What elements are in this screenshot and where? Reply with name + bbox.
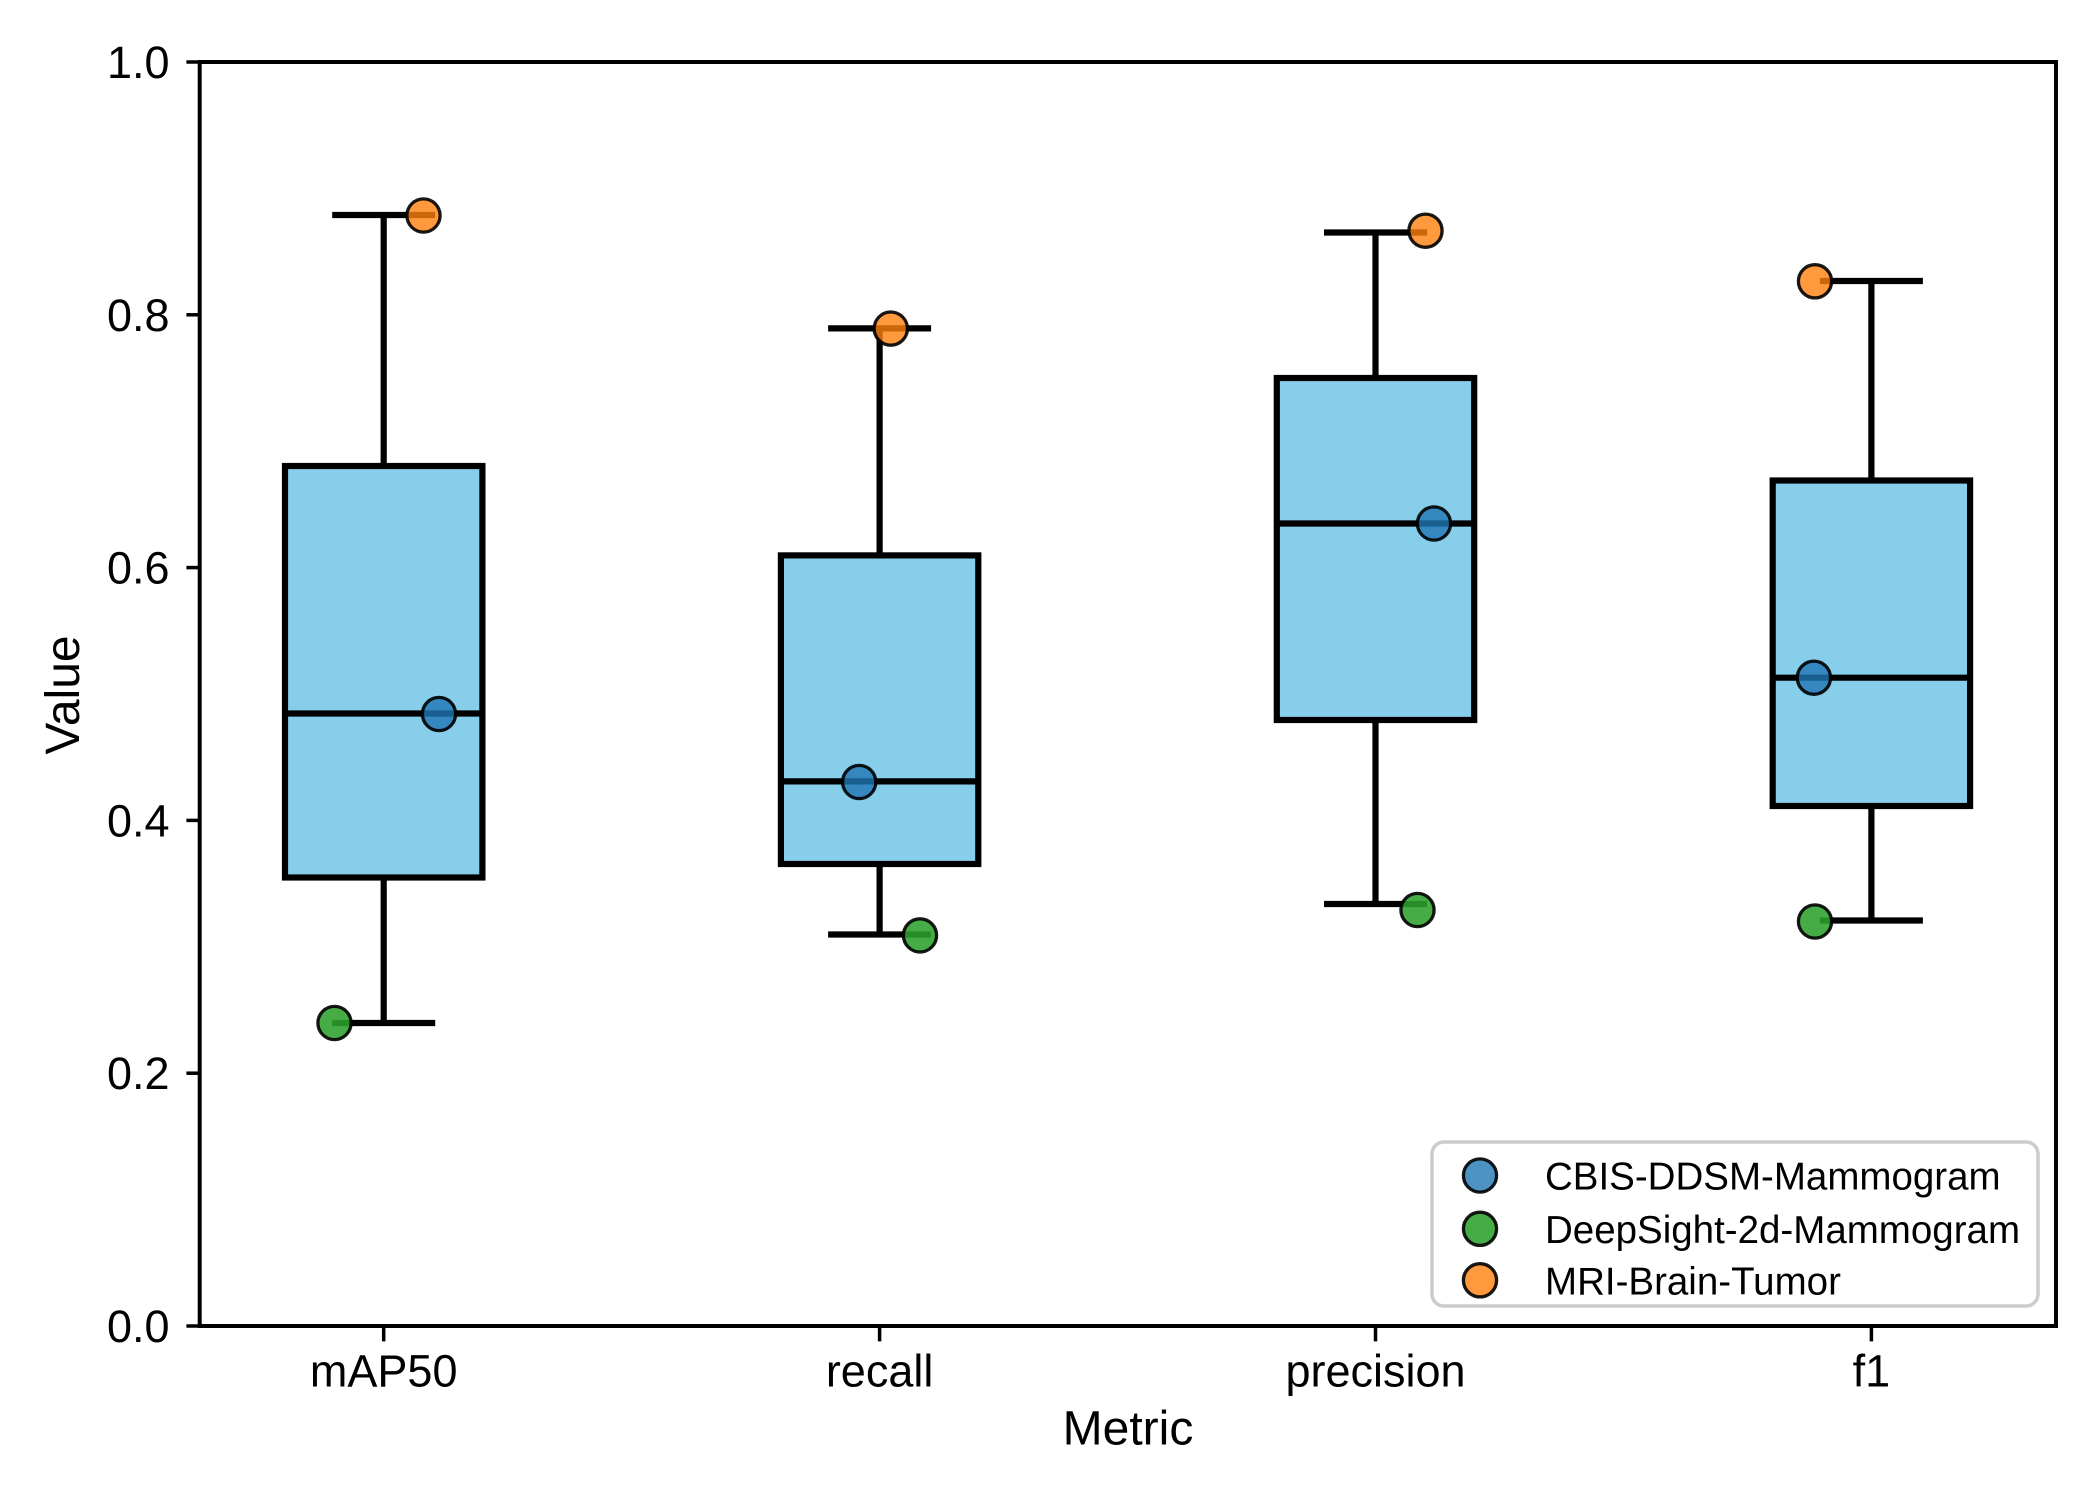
svg-text:precision: precision (1285, 1346, 1465, 1397)
svg-text:recall: recall (826, 1346, 934, 1397)
svg-text:CBIS-DDSM-Mammogram: CBIS-DDSM-Mammogram (1545, 1156, 2001, 1199)
svg-text:MRI-Brain-Tumor: MRI-Brain-Tumor (1545, 1260, 1841, 1303)
svg-text:0.4: 0.4 (107, 795, 170, 846)
svg-text:mAP50: mAP50 (310, 1346, 458, 1397)
svg-text:0.2: 0.2 (107, 1048, 170, 1099)
svg-text:1.0: 1.0 (107, 37, 170, 88)
svg-text:0.0: 0.0 (107, 1301, 170, 1352)
svg-text:0.8: 0.8 (107, 290, 170, 341)
svg-text:Metric: Metric (1063, 1403, 1194, 1456)
svg-text:0.6: 0.6 (107, 543, 170, 594)
svg-text:f1: f1 (1853, 1346, 1891, 1397)
svg-text:Value: Value (37, 635, 90, 754)
svg-text:DeepSight-2d-Mammogram: DeepSight-2d-Mammogram (1545, 1209, 2020, 1252)
